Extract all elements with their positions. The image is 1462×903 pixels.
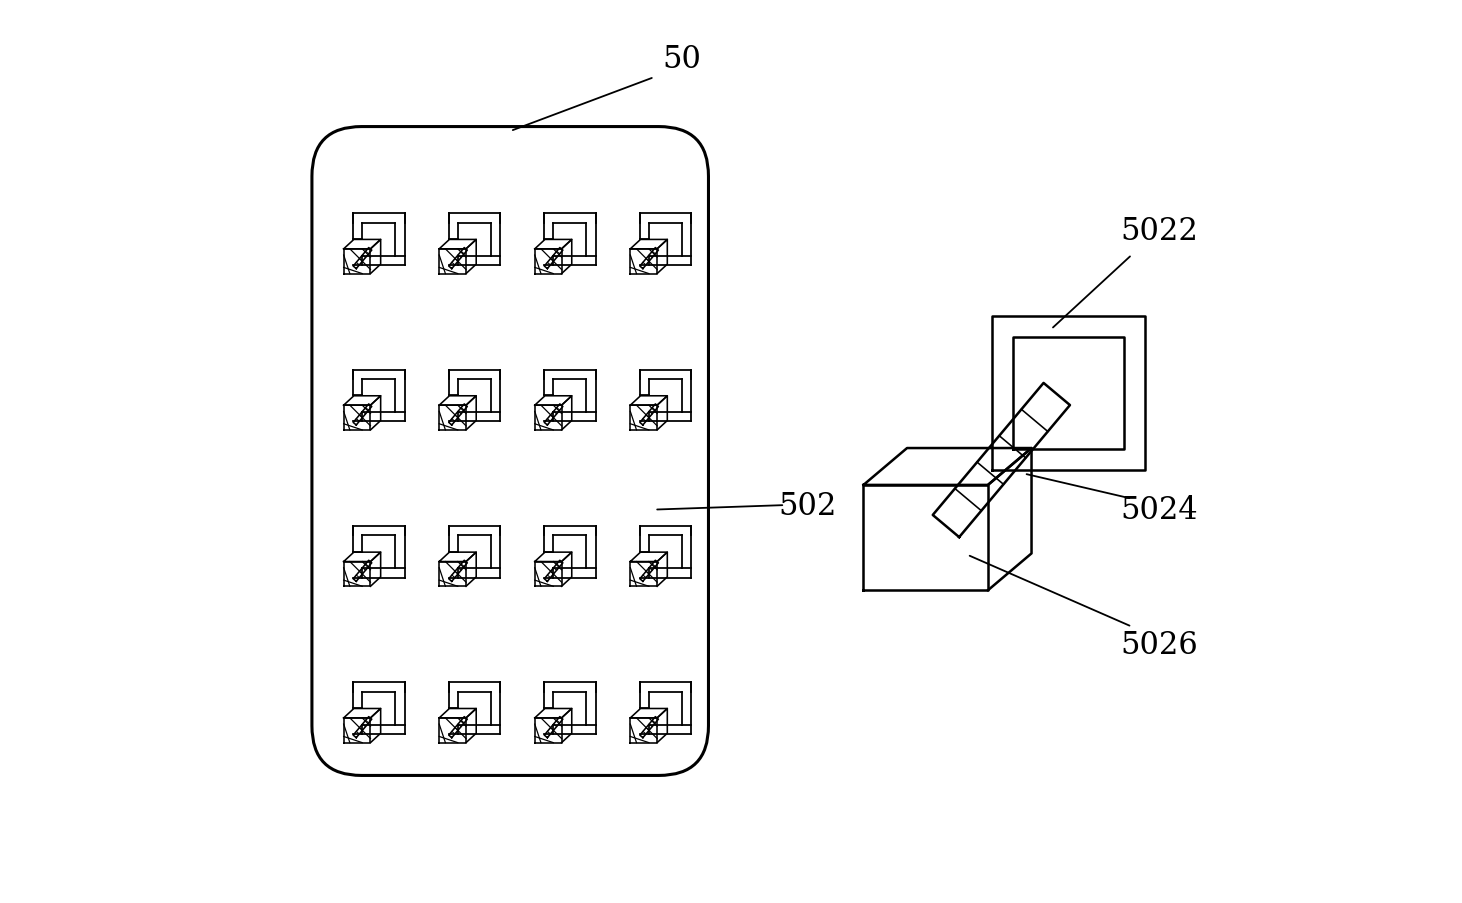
Text: 5022: 5022 (1120, 216, 1197, 247)
Text: 5026: 5026 (1120, 629, 1197, 660)
Text: 50: 50 (662, 44, 700, 75)
Text: 502: 502 (778, 490, 836, 521)
FancyBboxPatch shape (311, 127, 709, 776)
Text: 5024: 5024 (1120, 495, 1197, 526)
